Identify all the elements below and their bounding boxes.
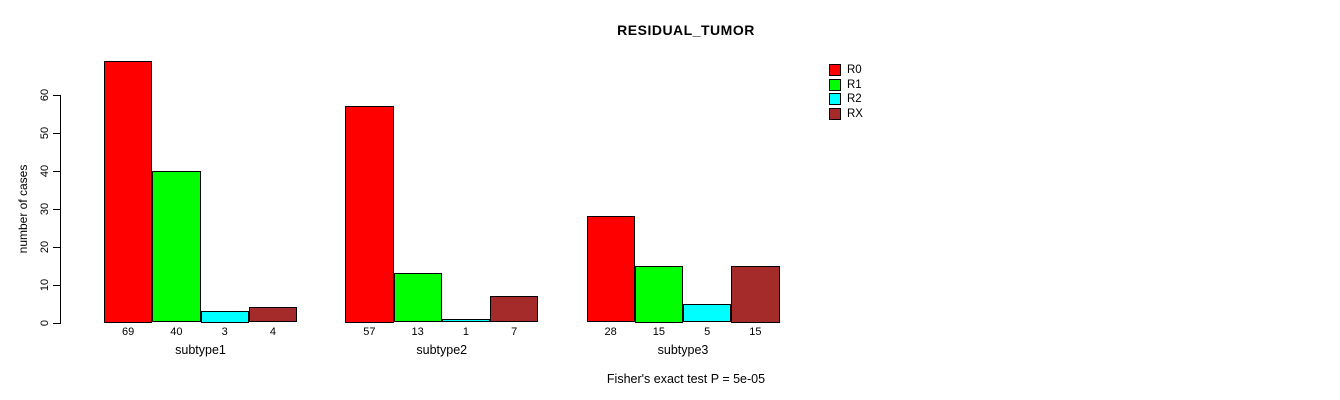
bar-subtype3-R1 (634, 265, 683, 323)
group-label-subtype2: subtype2 (416, 342, 468, 357)
y-tick (53, 132, 60, 134)
bar-value-label: 15 (749, 325, 762, 338)
bar-value-label: 3 (221, 325, 228, 338)
bar-value-label: 5 (704, 325, 711, 338)
legend-row-R0: R0 (829, 63, 863, 78)
group-label-subtype3: subtype3 (657, 342, 709, 357)
y-tick (53, 208, 60, 210)
bar-subtype2-R2 (441, 318, 490, 323)
bar-value-label: 69 (122, 325, 135, 338)
legend-swatch-RX (829, 107, 841, 120)
bar-value-label: 57 (363, 325, 376, 338)
bar-value-label: 4 (269, 325, 276, 338)
legend-swatch-R0 (829, 64, 841, 77)
y-tick-label: 40 (39, 164, 51, 177)
y-axis (60, 95, 61, 324)
y-tick (53, 246, 60, 248)
legend-swatch-R2 (829, 93, 841, 106)
bar-value-label: 1 (462, 325, 469, 338)
bar-subtype2-R1 (393, 273, 442, 323)
chart-title: RESIDUAL_TUMOR (617, 22, 755, 38)
bar-subtype1-R1 (152, 170, 201, 323)
y-tick-label: 0 (39, 319, 51, 326)
legend-label-R2: R2 (847, 93, 862, 106)
y-tick-label: 60 (39, 88, 51, 102)
legend-swatch-R1 (829, 78, 841, 91)
bar-value-label: 15 (652, 325, 665, 338)
legend-row-R1: R1 (829, 78, 863, 93)
bar-subtype3-RX (731, 265, 780, 323)
y-tick (53, 170, 60, 172)
legend-row-R2: R2 (829, 92, 863, 107)
bar-subtype1-R2 (200, 311, 249, 323)
y-axis-label: number of cases (16, 164, 30, 254)
bar-subtype2-RX (490, 295, 539, 323)
legend: R0 R1 R2 RX (829, 63, 863, 121)
bar-value-label: 13 (411, 325, 424, 338)
y-tick-label: 10 (39, 278, 51, 291)
y-tick-label: 50 (39, 126, 51, 140)
y-tick (53, 95, 60, 96)
bar-value-label: 28 (604, 325, 617, 338)
bar-subtype2-R0 (345, 106, 394, 323)
y-tick (53, 284, 60, 286)
y-tick-label: 30 (39, 202, 51, 215)
footer-note: Fisher's exact test P = 5e-05 (606, 372, 766, 386)
y-tick-label: 20 (39, 240, 51, 253)
bar-value-label: 7 (511, 325, 518, 338)
legend-label-R1: R1 (847, 78, 862, 91)
legend-label-R0: R0 (847, 64, 862, 77)
bar-subtype3-R2 (683, 303, 732, 323)
legend-row-RX: RX (829, 107, 863, 122)
bar-subtype1-RX (248, 307, 297, 323)
bar-subtype3-R0 (586, 216, 635, 323)
y-tick (53, 322, 60, 324)
bar-subtype1-R0 (104, 60, 153, 323)
bar-value-label: 40 (170, 325, 183, 338)
group-label-subtype1: subtype1 (175, 342, 226, 357)
legend-label-RX: RX (847, 107, 863, 120)
